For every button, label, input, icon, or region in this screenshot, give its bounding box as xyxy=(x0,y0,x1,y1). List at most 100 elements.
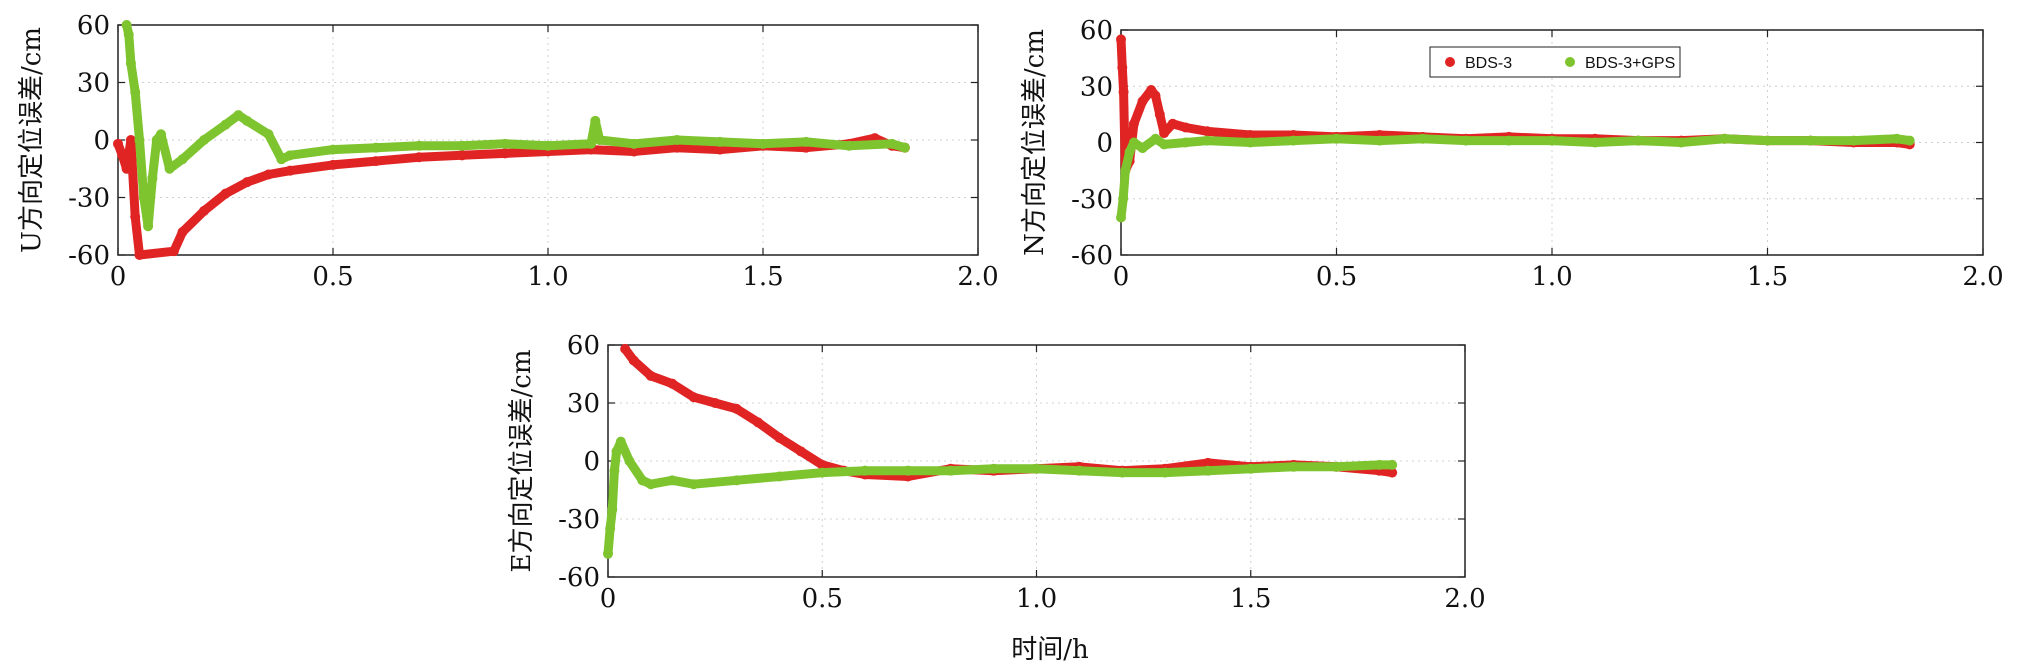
data-point xyxy=(543,140,553,151)
data-point xyxy=(147,173,158,184)
data-point xyxy=(199,135,209,145)
data-point xyxy=(1118,193,1129,204)
data-point xyxy=(1031,463,1042,474)
data-point xyxy=(242,115,252,126)
data-point xyxy=(1116,34,1126,45)
data-point xyxy=(121,163,132,174)
data-point xyxy=(774,432,785,443)
y-tick-label: -60 xyxy=(68,241,110,271)
data-point xyxy=(688,479,699,490)
y-tick-label: 60 xyxy=(567,331,600,361)
data-point xyxy=(586,138,596,149)
data-point xyxy=(457,150,467,161)
data-point xyxy=(156,129,166,140)
data-point xyxy=(1202,465,1213,476)
data-point xyxy=(1387,467,1398,478)
data-point xyxy=(752,417,763,428)
data-point xyxy=(130,87,141,98)
data-point xyxy=(1245,463,1256,474)
data-point xyxy=(1547,135,1557,146)
data-point xyxy=(1374,459,1385,470)
legend-box xyxy=(1429,46,1681,78)
data-point xyxy=(1202,135,1213,146)
data-point xyxy=(371,156,381,167)
data-point xyxy=(1116,212,1126,223)
data-point xyxy=(611,446,622,457)
data-point xyxy=(1137,143,1148,154)
x-tick-label: 0.5 xyxy=(802,584,843,614)
x-tick-label: 1.5 xyxy=(1230,584,1271,614)
data-point xyxy=(328,159,338,170)
data-point xyxy=(1676,137,1687,148)
data-point xyxy=(113,138,123,149)
x-tick-label: 2.0 xyxy=(1962,262,2003,292)
y-axis-label: N方向定位误差/cm xyxy=(1020,29,1050,256)
data-point xyxy=(607,504,618,515)
data-point xyxy=(1117,467,1128,478)
y-tick-label: 30 xyxy=(77,69,110,99)
legend-marker xyxy=(1565,57,1575,67)
data-point xyxy=(860,465,871,476)
data-point xyxy=(645,370,656,381)
series-bds3-gps xyxy=(121,20,910,232)
data-point xyxy=(1180,122,1191,133)
data-point xyxy=(715,144,725,155)
data-point xyxy=(758,138,768,149)
data-point xyxy=(629,138,639,149)
data-point xyxy=(1074,465,1085,476)
series-bds3 xyxy=(113,133,910,260)
data-point xyxy=(1159,128,1170,139)
data-point xyxy=(125,58,136,69)
data-point xyxy=(710,398,721,408)
data-point xyxy=(1288,135,1299,146)
data-point xyxy=(1180,137,1191,148)
y-tick-label: 0 xyxy=(93,126,110,156)
x-tick-label: 0 xyxy=(1113,262,1130,292)
data-point xyxy=(138,192,149,203)
data-point xyxy=(414,140,424,151)
data-point xyxy=(715,136,725,147)
x-axis-title: 时间/h xyxy=(1011,635,1089,665)
series-band xyxy=(1116,134,1915,222)
data-point xyxy=(177,227,188,237)
x-tick-label: 1.0 xyxy=(1531,262,1572,292)
data-point xyxy=(500,138,510,149)
data-point xyxy=(220,188,231,199)
data-point xyxy=(1374,135,1385,146)
y-tick-label: 60 xyxy=(77,11,110,41)
data-point xyxy=(177,154,188,165)
x-tick-label: 1.0 xyxy=(1016,584,1057,614)
data-point xyxy=(628,355,639,366)
x-tick-label: 0 xyxy=(110,262,127,292)
y-tick-label: 0 xyxy=(583,447,600,477)
x-tick-label: 0.5 xyxy=(312,262,353,292)
y-tick-label: 60 xyxy=(1080,16,1113,46)
data-point xyxy=(123,29,134,40)
series-bds3-gps xyxy=(1116,133,1915,223)
data-point xyxy=(1160,467,1171,478)
data-point xyxy=(233,110,244,121)
y-tick-label: 30 xyxy=(567,389,600,419)
legend-marker xyxy=(1445,57,1455,67)
data-point xyxy=(1245,130,1256,140)
x-tick-label: 1.5 xyxy=(742,262,783,292)
data-point xyxy=(1120,165,1131,176)
data-point xyxy=(1202,457,1213,468)
data-point xyxy=(1848,135,1859,146)
data-point xyxy=(1150,133,1161,144)
data-point xyxy=(1904,135,1915,146)
data-point xyxy=(285,165,295,176)
x-tick-label: 1.0 xyxy=(527,262,568,292)
data-point xyxy=(457,140,467,151)
data-point xyxy=(620,343,631,354)
legend: BDS-3 BDS-3+GPS xyxy=(1429,46,1681,78)
data-point xyxy=(817,459,828,470)
y-axis-label: E方向定位误差/cm xyxy=(507,350,537,573)
data-point xyxy=(134,135,145,145)
data-point xyxy=(615,436,626,447)
data-point xyxy=(1245,137,1256,148)
data-point xyxy=(242,177,252,188)
data-point xyxy=(285,150,295,161)
